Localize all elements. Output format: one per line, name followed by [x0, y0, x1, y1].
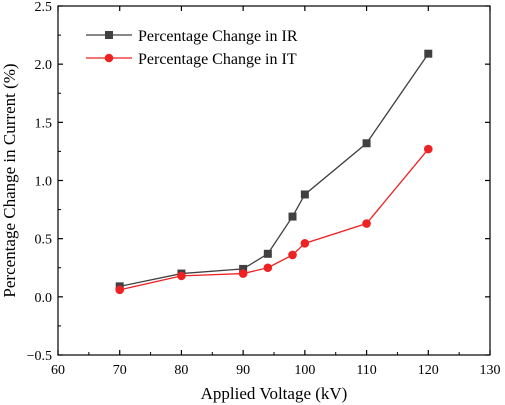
y-tick-label: 2.5 [35, 0, 53, 15]
data-point [300, 190, 309, 199]
x-tick-label: 130 [480, 363, 501, 378]
data-point [263, 263, 273, 273]
x-tick-label: 70 [113, 363, 127, 378]
data-point [362, 219, 371, 228]
legend-marker [105, 31, 113, 39]
data-point [238, 269, 248, 278]
x-tick-label: 120 [418, 363, 439, 378]
y-tick-label: 0.5 [35, 233, 53, 248]
y-tick-label: 0.0 [35, 291, 53, 306]
x-tick-label: 110 [356, 363, 376, 378]
legend: Percentage Change in IR Percentage Change… [86, 28, 298, 68]
x-tick-label: 90 [236, 363, 250, 378]
data-point [115, 285, 125, 295]
legend-label: Percentage Change in IT [138, 51, 297, 68]
x-tick-label: 100 [294, 363, 315, 378]
legend-label: Percentage Change in IR [138, 28, 298, 45]
y-tick-label: 2.0 [35, 58, 53, 73]
data-point [300, 239, 310, 248]
series-line-1 [119, 53, 429, 287]
x-axis-title: Applied Voltage (kV) [201, 384, 348, 403]
data-point [239, 264, 248, 273]
x-tick-label: 80 [174, 363, 188, 378]
series-layer [115, 49, 433, 295]
data-point [424, 49, 433, 58]
x-tick-label: 60 [51, 363, 65, 378]
data-point [288, 212, 297, 221]
series-line-2 [119, 148, 429, 291]
data-point [177, 271, 186, 281]
y-tick-label: −0.5 [27, 349, 52, 364]
data-point [288, 250, 297, 260]
data-point [362, 139, 371, 148]
y-axis-title: Percentage Change in Current (%) [0, 63, 19, 297]
y-tick-label: 1.5 [35, 116, 53, 131]
data-point [263, 249, 272, 258]
data-point [423, 144, 433, 154]
legend-marker [104, 53, 114, 63]
y-tick-label: 1.0 [35, 175, 53, 190]
y-axis: −0.5 0.0 0.5 1.0 1.5 2.0 2.5 [27, 0, 490, 364]
x-axis: 60 70 80 90 100 110 120 130 [51, 6, 501, 378]
